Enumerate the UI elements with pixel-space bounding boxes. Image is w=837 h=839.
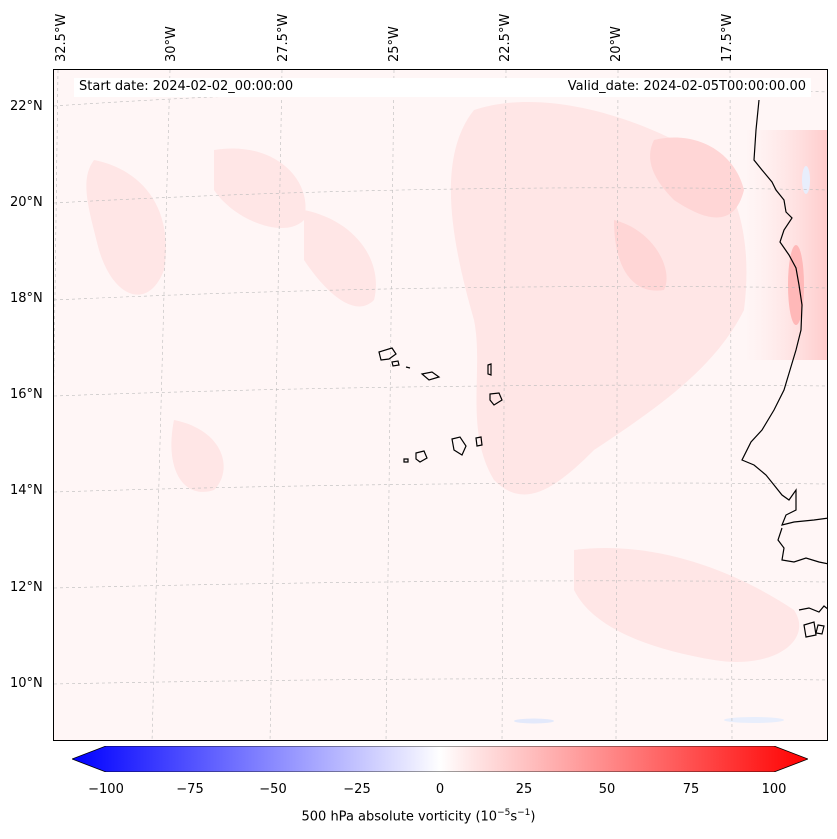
lon-label-32-5w: 32.5°W xyxy=(54,13,69,62)
colorbar-gradient xyxy=(72,746,808,772)
colorbar-tick: 25 xyxy=(515,782,533,797)
lon-label-30w: 30°W xyxy=(164,26,179,62)
valid-date-label: Valid_date: 2024-02-05T00:00:00.00 xyxy=(567,79,806,94)
lat-label-12n: 12°N xyxy=(10,580,43,595)
lat-label-18n: 18°N xyxy=(10,291,43,306)
colorbar-title-text: 500 hPa absolute vorticity (10 xyxy=(301,809,498,825)
lon-label-17-5w: 17.5°W xyxy=(720,13,735,62)
weak-negative-band xyxy=(514,718,554,724)
colorbar-title-end: ) xyxy=(530,809,536,825)
colorbar-tick: −25 xyxy=(343,782,371,797)
start-date-label: Start date: 2024-02-02_00:00:00 xyxy=(79,79,294,94)
weak-negative-band xyxy=(724,717,784,723)
date-info-bar: Start date: 2024-02-02_00:00:00 Valid_da… xyxy=(74,78,811,97)
weak-negative-spot xyxy=(802,166,810,194)
colorbar-tick: −50 xyxy=(259,782,287,797)
colorbar-title: 500 hPa absolute vorticity (10−5s−1) xyxy=(0,808,837,824)
lat-label-10n: 10°N xyxy=(10,676,43,691)
colorbar-tick: −75 xyxy=(176,782,204,797)
lon-label-20w: 20°W xyxy=(609,26,624,62)
lon-label-22-5w: 22.5°W xyxy=(498,13,513,62)
vorticity-patches xyxy=(86,101,800,662)
lat-label-20n: 20°N xyxy=(10,195,43,210)
africa-coastline xyxy=(741,99,827,638)
colorbar-tick: 100 xyxy=(761,782,787,797)
coastal-vorticity-max xyxy=(788,245,804,325)
colorbar-tick: −100 xyxy=(88,782,124,797)
coastal-vorticity-band xyxy=(744,130,827,360)
lon-label-27-5w: 27.5°W xyxy=(276,13,291,62)
lat-label-22n: 22°N xyxy=(10,99,43,114)
vorticity-patches-stronger xyxy=(614,137,744,291)
colorbar-tick: 0 xyxy=(435,782,445,797)
vorticity-map: Start date: 2024-02-02_00:00:00 Valid_da… xyxy=(53,69,828,741)
cape-verde-islands xyxy=(378,347,503,463)
colorbar xyxy=(72,746,808,772)
colorbar-title-unit: s xyxy=(510,809,518,825)
lat-label-16n: 16°N xyxy=(10,387,43,402)
colorbar-tick: 50 xyxy=(598,782,616,797)
map-field xyxy=(54,70,827,740)
lon-label-25w: 25°W xyxy=(387,26,402,62)
lat-label-14n: 14°N xyxy=(10,483,43,498)
colorbar-tick: 75 xyxy=(682,782,700,797)
colorbar-title-exp2: −1 xyxy=(517,808,531,818)
colorbar-title-exp1: −5 xyxy=(497,808,511,818)
graticule xyxy=(54,70,827,740)
